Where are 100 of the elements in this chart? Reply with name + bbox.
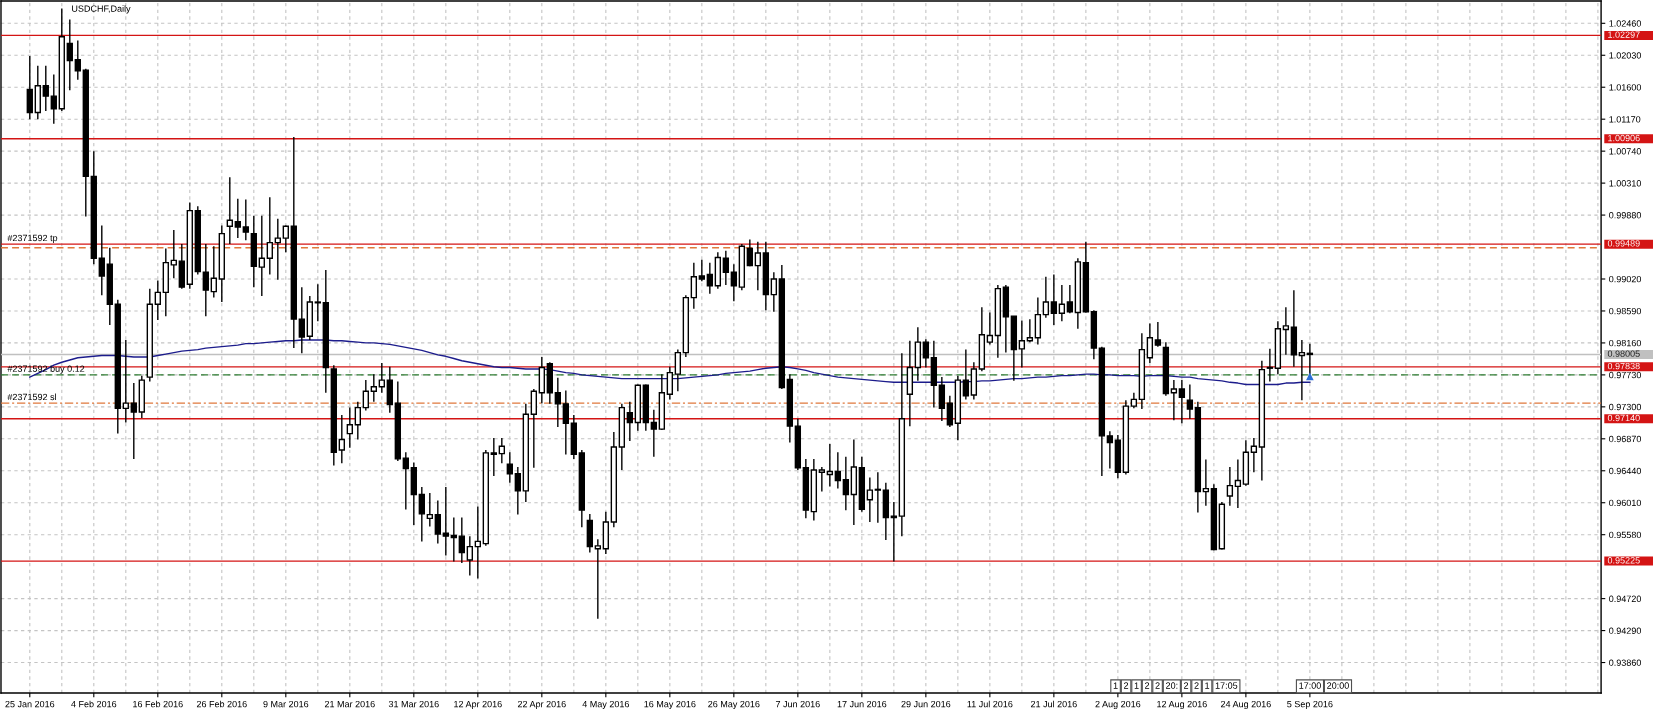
x-tick-label: 21 Mar 2016 (324, 700, 375, 708)
candlestick (1146, 322, 1154, 364)
candlestick (242, 198, 249, 242)
y-tick-label: 0.95580 (1609, 531, 1642, 539)
annotation: 2 (1194, 682, 1199, 689)
candlestick (266, 196, 273, 276)
y-tick-label: 1.00740 (1609, 148, 1642, 155)
x-tick-label: 16 May 2016 (644, 700, 696, 710)
ref-line-label: 0.98005 (1607, 350, 1640, 357)
candlestick (1178, 379, 1186, 424)
candlestick (466, 535, 473, 577)
candlestick (202, 243, 209, 317)
candlestick (730, 263, 738, 302)
ref-line-label: 1.02297 (1608, 31, 1640, 38)
candlestick (1042, 276, 1050, 319)
candlestick (1266, 348, 1274, 383)
candlestick (258, 215, 265, 297)
candlestick (1234, 458, 1242, 509)
candlestick (274, 218, 281, 281)
ref-line-label: 0.99489 (1607, 240, 1640, 247)
y-tick-label: 1.00310 (1609, 180, 1642, 187)
y-tick-label: 0.96870 (1609, 435, 1642, 443)
annotation: 2 (1155, 682, 1160, 689)
chart-title: USDCHF,Daily (72, 5, 131, 14)
annotation: 2 (1145, 682, 1150, 689)
candlestick (74, 39, 81, 81)
y-tick-label: 0.94720 (1609, 595, 1642, 602)
annotation: 1 (1134, 682, 1139, 689)
y-tick-label: 0.97300 (1609, 403, 1642, 411)
candlestick (594, 538, 602, 620)
candlestick (674, 348, 682, 392)
candlestick (834, 451, 842, 490)
ref-line-label: 0.95225 (1607, 557, 1640, 564)
candlestick (1066, 284, 1074, 314)
candlestick (938, 376, 946, 422)
candlestick (650, 409, 658, 458)
ref-line-label: 1.00906 (1608, 134, 1640, 142)
candlestick (1226, 466, 1234, 507)
candlestick (514, 466, 522, 516)
candlestick (722, 250, 730, 286)
candlestick (746, 238, 754, 268)
candlestick (562, 389, 570, 456)
text: 20:00 (1327, 682, 1349, 689)
candlestick (122, 339, 129, 424)
candlestick (378, 362, 385, 394)
candlestick (154, 279, 161, 321)
ref-line-label: #2371592 buy 0.12 (7, 365, 85, 374)
candlestick (50, 73, 57, 125)
candlestick (66, 18, 73, 91)
y-tick-label: 1.02460 (1609, 20, 1642, 27)
y-tick-label: 0.93860 (1609, 659, 1642, 666)
x-tick-label: 5 Sep 2016 (1287, 700, 1333, 710)
candlestick (474, 505, 481, 580)
candlestick (770, 271, 778, 313)
x-tick-label: 16 Feb 2016 (133, 700, 183, 708)
x-tick-label: 11 Jul 2016 (967, 700, 1013, 708)
annotation: 17:05 (1215, 682, 1238, 689)
x-tick-label: 26 May 2016 (708, 700, 760, 710)
candlestick (314, 283, 321, 323)
candlestick (210, 245, 217, 299)
candlestick (338, 414, 345, 465)
candlestick (986, 311, 994, 346)
candlestick (370, 373, 377, 403)
candlestick (1106, 430, 1114, 470)
candlestick (1170, 379, 1178, 421)
annotation: 1 (1205, 682, 1210, 689)
candlestick (874, 471, 882, 524)
candlestick (402, 451, 409, 511)
annotation: 20: (1166, 682, 1178, 689)
candlestick (706, 261, 714, 295)
annotation: 1 (1113, 682, 1118, 689)
candlestick (1282, 306, 1290, 356)
candlestick (1298, 339, 1306, 401)
x-tick-label: 4 May 2016 (582, 700, 630, 710)
y-tick-label: 0.99020 (1609, 275, 1642, 283)
x-tick-label: 12 Aug 2016 (1157, 700, 1207, 710)
candlestick (1250, 437, 1258, 473)
candlestick (866, 476, 874, 523)
candlestick (1034, 296, 1042, 346)
candlestick (690, 261, 698, 310)
candlestick (754, 241, 762, 291)
candlestick (506, 451, 514, 484)
candlestick (890, 501, 898, 563)
candlestick (1202, 458, 1210, 507)
candlestick (282, 224, 289, 253)
x-tick-label: 22 Apr 2016 (517, 700, 566, 710)
candlestick (426, 492, 433, 528)
ref-line-label: 0.97838 (1607, 362, 1640, 370)
x-tick-label: 9 Mar 2016 (263, 700, 309, 708)
candlestick (234, 198, 241, 239)
y-tick-label: 0.94290 (1609, 627, 1642, 634)
ref-line-label: 0.97140 (1607, 414, 1640, 422)
x-tick-label: 4 Feb 2016 (71, 700, 117, 708)
candlestick (946, 395, 954, 428)
candlestick (434, 499, 441, 545)
candlestick (226, 176, 233, 245)
candlestick (1050, 273, 1058, 326)
x-tick-label: 24 Aug 2016 (1220, 700, 1271, 710)
candlestick (442, 486, 449, 557)
candlestick (1018, 319, 1026, 369)
